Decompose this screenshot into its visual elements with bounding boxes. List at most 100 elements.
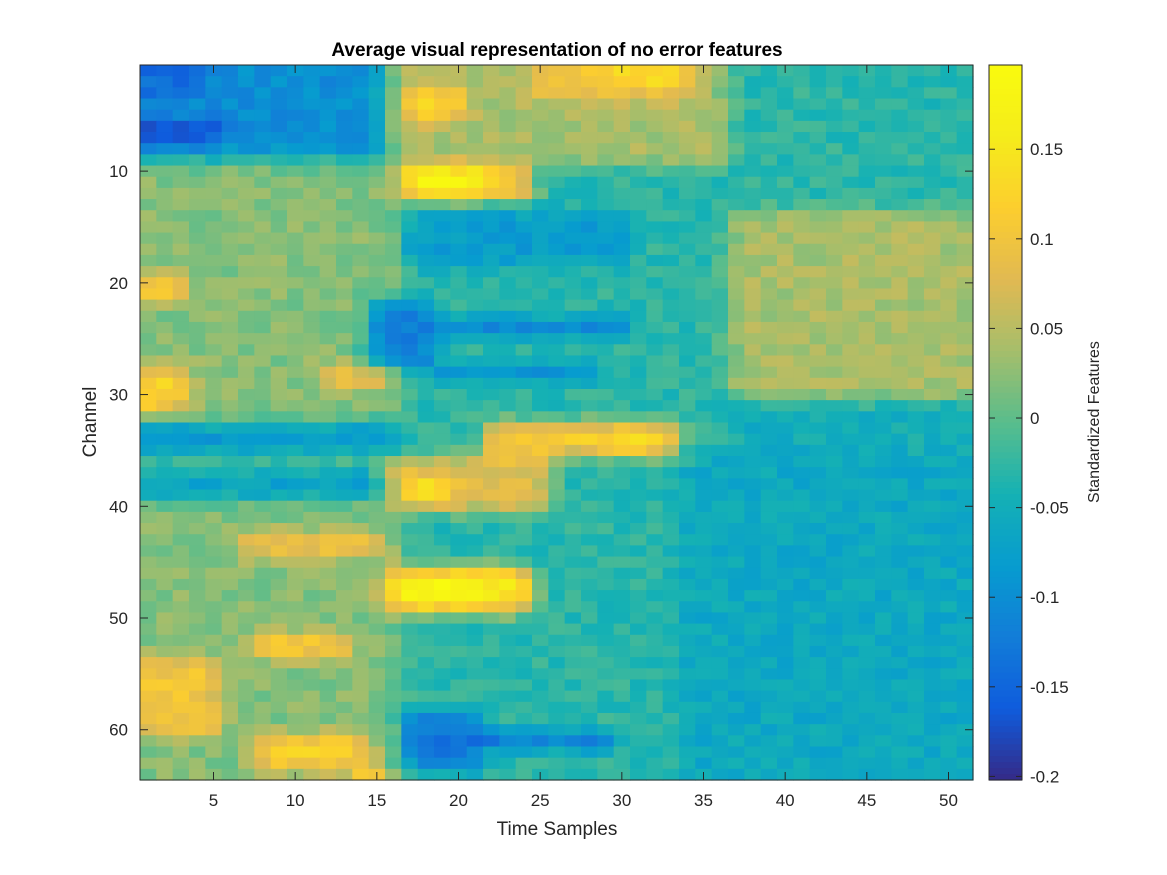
heatmap-cell xyxy=(956,456,974,468)
heatmap-cell xyxy=(368,601,386,614)
heatmap-cell xyxy=(728,556,745,569)
heatmap-cell xyxy=(238,243,255,256)
heatmap-cell xyxy=(401,500,419,513)
heatmap-cell xyxy=(483,165,500,178)
heatmap-cell xyxy=(172,277,190,290)
heatmap-cell xyxy=(417,768,435,781)
heatmap-cell xyxy=(221,76,239,88)
heatmap-cell xyxy=(140,321,157,334)
heatmap-cell xyxy=(319,724,337,736)
y-axis-label: Channel xyxy=(80,387,101,458)
heatmap-cell xyxy=(450,433,468,446)
colorbar-swatch xyxy=(989,529,1022,537)
heatmap-cell xyxy=(140,478,157,491)
heatmap-cell xyxy=(826,690,843,703)
heatmap-cell xyxy=(956,567,974,580)
heatmap-cell xyxy=(336,299,353,312)
heatmap-cell xyxy=(499,623,517,636)
heatmap-cell xyxy=(205,165,223,178)
heatmap-cell xyxy=(646,132,664,144)
heatmap-cell xyxy=(238,467,255,479)
heatmap-cell xyxy=(613,109,631,122)
heatmap-cell xyxy=(319,679,337,692)
heatmap-cell xyxy=(695,143,713,155)
heatmap-cell xyxy=(924,143,941,155)
heatmap-cell xyxy=(515,534,533,546)
heatmap-cell xyxy=(434,333,451,345)
heatmap-cell xyxy=(630,735,647,748)
heatmap-cell xyxy=(156,277,174,290)
colorbar-swatch xyxy=(989,482,1022,489)
heatmap-cell xyxy=(270,768,288,781)
heatmap-cell xyxy=(679,478,696,491)
heatmap-cell xyxy=(156,679,174,692)
heatmap-cell xyxy=(238,712,255,725)
heatmap-cell xyxy=(434,556,451,569)
heatmap-cell xyxy=(499,578,517,591)
heatmap-cell xyxy=(875,321,892,334)
heatmap-cell xyxy=(760,422,778,435)
heatmap-cell xyxy=(499,612,517,625)
heatmap-cell xyxy=(270,623,288,636)
heatmap-cell xyxy=(907,321,925,334)
heatmap-cell xyxy=(548,243,566,256)
heatmap-cell xyxy=(564,120,582,133)
heatmap-cell xyxy=(548,657,566,669)
heatmap-cell xyxy=(711,388,729,401)
heatmap-cell xyxy=(646,500,664,513)
heatmap-cell xyxy=(483,601,500,614)
heatmap-cell xyxy=(858,489,876,502)
heatmap-cell xyxy=(221,132,239,144)
heatmap-cell xyxy=(254,87,272,100)
heatmap-cell xyxy=(924,388,941,401)
heatmap-cell xyxy=(597,266,615,278)
heatmap-cell xyxy=(515,299,533,312)
heatmap-cell xyxy=(793,712,811,725)
heatmap-cell xyxy=(793,634,811,647)
heatmap-cell xyxy=(581,422,598,435)
heatmap-cell xyxy=(352,199,370,211)
heatmap-cell xyxy=(499,712,517,725)
heatmap-cell xyxy=(793,400,811,412)
heatmap-cell xyxy=(417,199,435,211)
heatmap-cell xyxy=(548,612,566,625)
heatmap-cell xyxy=(564,210,582,222)
heatmap-cell xyxy=(205,411,223,424)
heatmap-cell xyxy=(564,768,582,781)
heatmap-cell xyxy=(581,355,598,368)
heatmap-cell xyxy=(826,277,843,290)
heatmap-cell xyxy=(646,590,664,602)
heatmap-cell xyxy=(548,724,566,736)
heatmap-cell xyxy=(172,65,190,77)
heatmap-cell xyxy=(760,243,778,256)
heatmap-cell xyxy=(254,601,272,614)
heatmap-cell xyxy=(760,724,778,736)
heatmap-cell xyxy=(826,411,843,424)
heatmap-cell xyxy=(450,400,468,412)
heatmap-cell xyxy=(450,266,468,278)
heatmap-cell xyxy=(662,232,680,245)
heatmap-cell xyxy=(711,154,729,167)
colorbar-swatch xyxy=(989,750,1022,757)
heatmap-cell xyxy=(924,344,941,357)
heatmap-cell xyxy=(826,456,843,468)
heatmap-cell xyxy=(352,120,370,133)
heatmap-cell xyxy=(842,735,860,748)
heatmap-cell xyxy=(385,578,402,591)
heatmap-cell xyxy=(728,187,745,200)
heatmap-cell xyxy=(842,344,860,357)
colorbar-swatch xyxy=(989,756,1022,763)
heatmap-cell xyxy=(336,333,353,345)
heatmap-cell xyxy=(254,120,272,133)
heatmap-cell xyxy=(548,634,566,647)
heatmap-cell xyxy=(466,523,484,535)
heatmap-cell xyxy=(711,735,729,748)
heatmap-cell xyxy=(875,333,892,345)
heatmap-cell xyxy=(826,489,843,502)
heatmap-cell xyxy=(270,634,288,647)
heatmap-cell xyxy=(793,623,811,636)
heatmap-cell xyxy=(385,243,402,256)
heatmap-cell xyxy=(679,768,696,781)
heatmap-cell xyxy=(940,76,958,88)
heatmap-cell xyxy=(581,612,598,625)
